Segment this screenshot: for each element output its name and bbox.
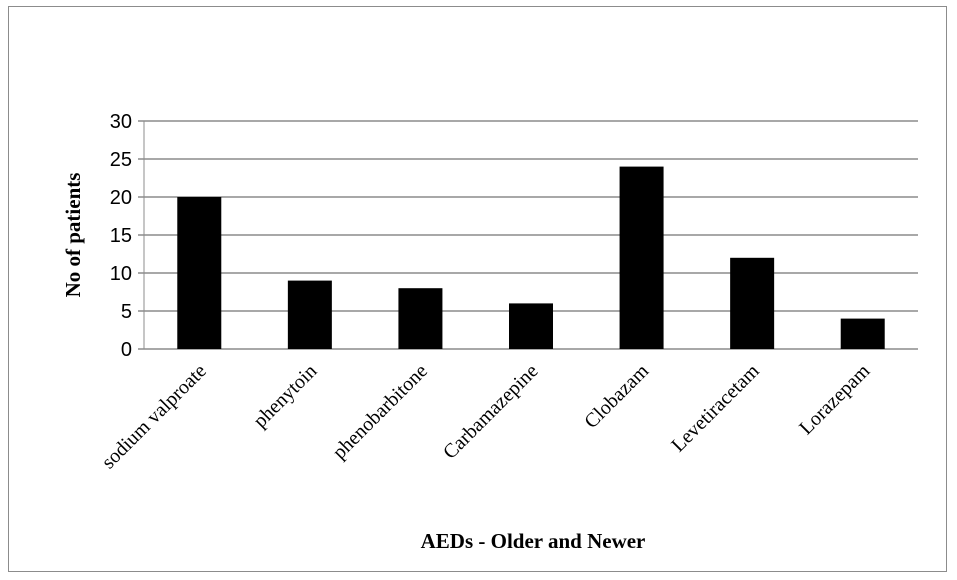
bar-carbamazepine — [509, 303, 553, 349]
y-tick-label: 5 — [121, 301, 132, 323]
y-tick-label: 0 — [121, 339, 132, 361]
gridlines — [138, 120, 918, 350]
bar-lorazepam — [840, 318, 885, 349]
y-tick-label: 15 — [110, 225, 132, 247]
y-tick-label: 30 — [110, 111, 132, 133]
x-tick-label: Clobazam — [580, 360, 653, 433]
x-tick-label: phenytoin — [249, 360, 321, 432]
bars — [177, 166, 885, 349]
x-tick-label: Levetiracetam — [667, 360, 764, 457]
chart-frame — [8, 6, 947, 572]
y-tick-label: 25 — [110, 149, 132, 171]
y-tick-label: 20 — [110, 187, 132, 209]
bar-sodium-valproate — [177, 197, 222, 349]
x-tick-label: Lorazepam — [795, 360, 874, 439]
x-axis-ticks: sodium valproate phenytoin phenobarbitone C… — [97, 360, 874, 474]
y-tick-label: 10 — [110, 263, 132, 285]
x-tick-label: phenobarbitone — [328, 360, 432, 464]
bar-phenobarbitone — [398, 288, 443, 349]
bar-levetiracetam — [730, 257, 775, 349]
bar-clobazam — [619, 166, 664, 349]
x-tick-label: Carbamazepine — [439, 360, 543, 464]
bar-phenytoin — [287, 280, 332, 349]
y-axis-title: No of patients — [61, 173, 85, 298]
x-tick-label: sodium valproate — [97, 360, 210, 473]
y-axis-ticks: 0 5 10 15 20 25 30 — [110, 111, 132, 361]
x-axis-title: AEDs - Older and Newer — [421, 529, 646, 553]
